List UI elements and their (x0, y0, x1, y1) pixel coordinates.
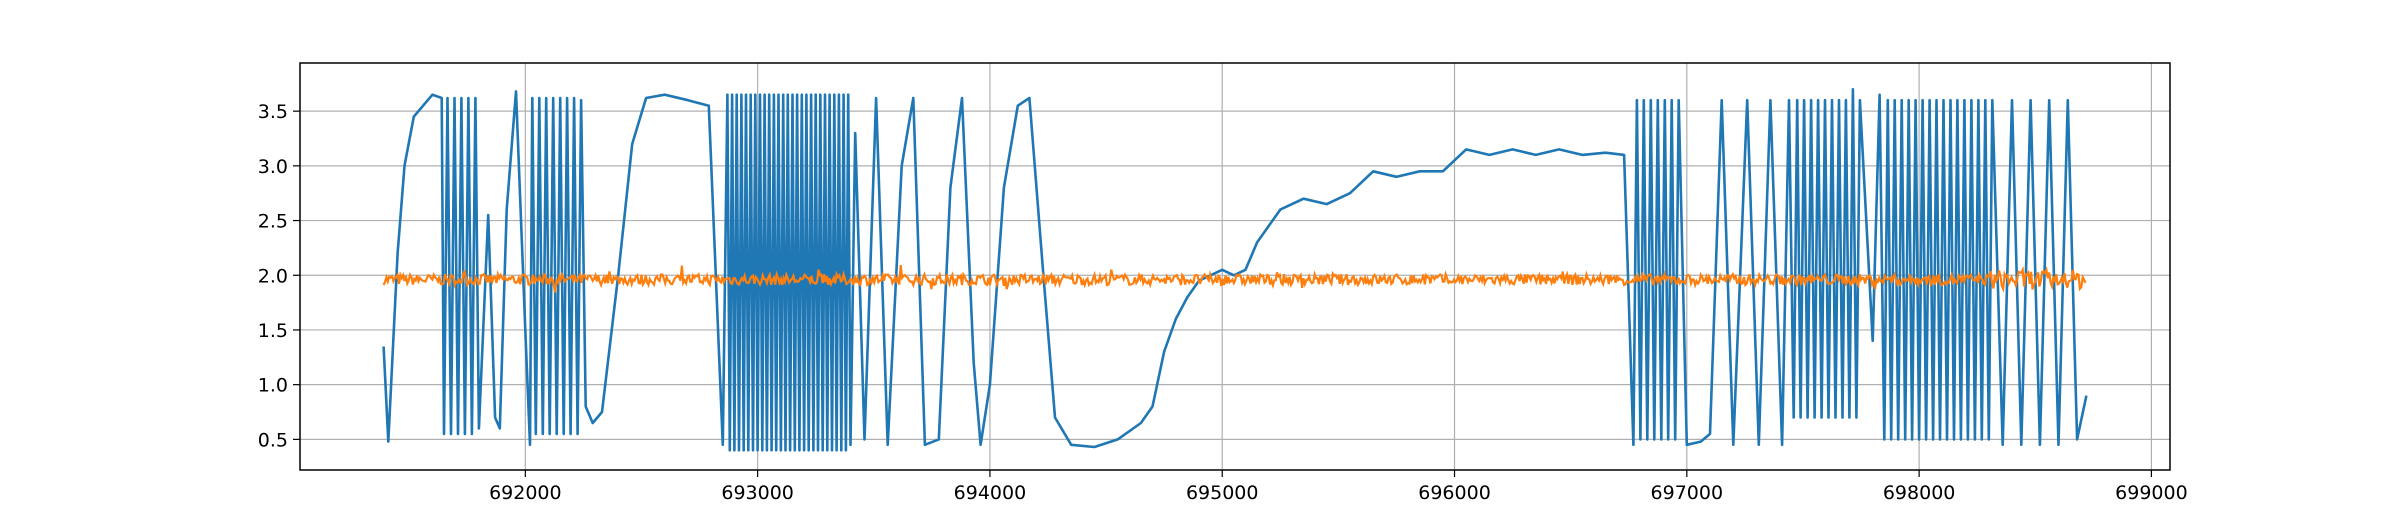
x-tick-label: 699000 (2115, 482, 2188, 504)
x-tick-label: 694000 (954, 482, 1027, 504)
y-tick-label: 0.5 (258, 429, 288, 451)
y-tick-label: 3.0 (258, 156, 288, 178)
x-tick-label: 697000 (1651, 482, 1724, 504)
x-tick-label: 693000 (721, 482, 794, 504)
plot-area (382, 88, 2088, 452)
x-axis: 692000 693000 694000 695000 696000 697000 6980… (489, 470, 2188, 504)
y-tick-label: 1.0 (258, 375, 288, 397)
y-tick-label: 1.5 (258, 320, 288, 342)
y-axis: 0.5 1.0 1.5 2.0 2.5 3.0 3.5 (258, 101, 300, 451)
y-tick-label: 2.5 (258, 211, 288, 233)
x-tick-label: 692000 (489, 482, 562, 504)
y-tick-label: 3.5 (258, 101, 288, 123)
x-tick-label: 696000 (1418, 482, 1491, 504)
series-line-blue (382, 88, 2088, 452)
y-tick-label: 2.0 (258, 265, 288, 287)
x-tick-label: 698000 (1883, 482, 1956, 504)
series-line-orange (382, 264, 2087, 293)
plot-frame (299, 62, 2171, 471)
x-tick-label: 695000 (1186, 482, 1259, 504)
